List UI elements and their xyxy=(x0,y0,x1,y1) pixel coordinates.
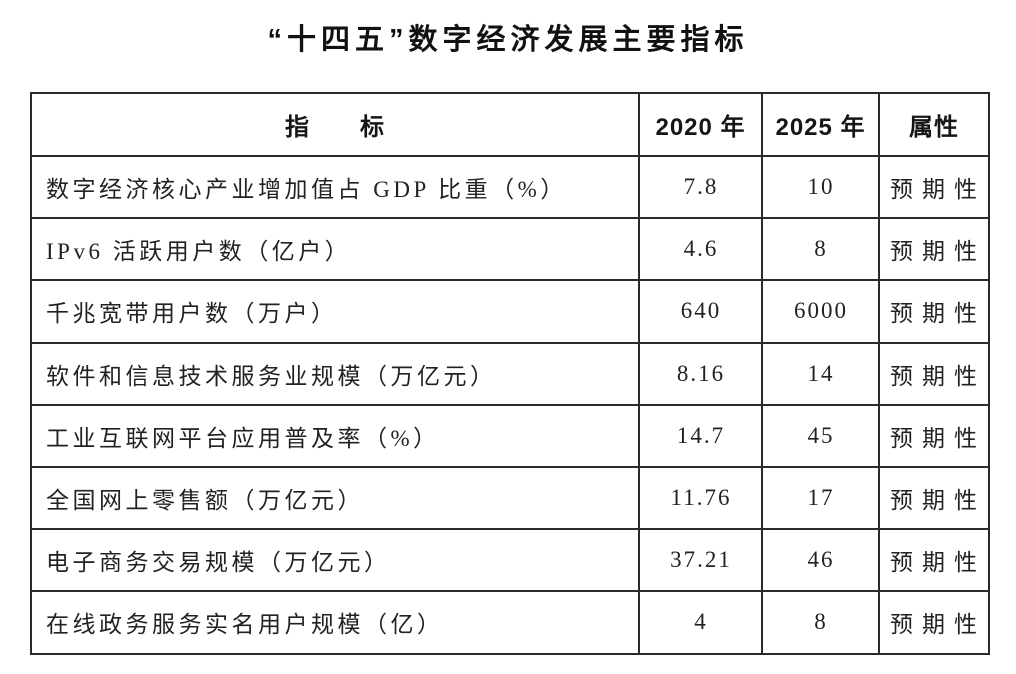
cell-2025: 45 xyxy=(761,403,880,468)
cell-attribute: 预期性 xyxy=(878,341,990,406)
cell-2020: 8.16 xyxy=(638,341,763,406)
cell-2020: 37.21 xyxy=(638,528,763,593)
cell-attribute: 预期性 xyxy=(878,590,990,655)
header-row: 指 标 2020 年 2025 年 属性 xyxy=(30,92,990,157)
cell-attribute: 预期性 xyxy=(878,279,990,344)
table-row: 千兆宽带用户数（万户） 640 6000 预期性 xyxy=(30,279,990,344)
table-row: IPv6 活跃用户数（亿户） 4.6 8 预期性 xyxy=(30,217,990,282)
cell-2025: 17 xyxy=(761,465,880,531)
col-header-2020: 2020 年 xyxy=(638,92,763,157)
table-row: 数字经济核心产业增加值占 GDP 比重（%） 7.8 10 预期性 xyxy=(30,154,990,220)
table-header: 指 标 2020 年 2025 年 属性 xyxy=(30,92,990,157)
col-header-indicator: 指 标 xyxy=(30,92,640,157)
cell-2025: 6000 xyxy=(761,279,880,344)
cell-attribute: 预期性 xyxy=(878,403,990,468)
cell-2025: 46 xyxy=(761,528,880,593)
cell-attribute: 预期性 xyxy=(878,217,990,282)
indicators-table: 指 标 2020 年 2025 年 属性 数字经济核心产业增加值占 GDP 比重… xyxy=(30,92,990,655)
cell-2020: 640 xyxy=(638,279,763,344)
cell-2020: 14.7 xyxy=(638,403,763,468)
table-row: 工业互联网平台应用普及率（%） 14.7 45 预期性 xyxy=(30,403,990,468)
cell-attribute: 预期性 xyxy=(878,528,990,593)
table-body: 数字经济核心产业增加值占 GDP 比重（%） 7.8 10 预期性 IPv6 活跃用户数… xyxy=(30,154,990,655)
cell-indicator: 千兆宽带用户数（万户） xyxy=(30,279,640,344)
cell-2025: 8 xyxy=(761,590,880,655)
table-row: 软件和信息技术服务业规模（万亿元） 8.16 14 预期性 xyxy=(30,341,990,406)
cell-indicator: 电子商务交易规模（万亿元） xyxy=(30,528,640,593)
cell-2025: 10 xyxy=(761,154,880,220)
table-row: 全国网上零售额（万亿元） 11.76 17 预期性 xyxy=(30,465,990,531)
cell-indicator: 工业互联网平台应用普及率（%） xyxy=(30,403,640,468)
cell-2020: 4.6 xyxy=(638,217,763,282)
cell-2020: 4 xyxy=(638,590,763,655)
cell-2020: 11.76 xyxy=(638,465,763,531)
cell-2025: 8 xyxy=(761,217,880,282)
table-row: 电子商务交易规模（万亿元） 37.21 46 预期性 xyxy=(30,528,990,593)
page-title: “十四五”数字经济发展主要指标 xyxy=(267,24,749,56)
cell-indicator: 软件和信息技术服务业规模（万亿元） xyxy=(30,341,640,406)
cell-indicator: 在线政务服务实名用户规模（亿） xyxy=(30,590,640,655)
cell-2020: 7.8 xyxy=(638,154,763,220)
col-header-attribute: 属性 xyxy=(878,92,990,157)
cell-indicator: IPv6 活跃用户数（亿户） xyxy=(30,217,640,282)
cell-indicator: 数字经济核心产业增加值占 GDP 比重（%） xyxy=(30,154,640,220)
cell-attribute: 预期性 xyxy=(878,465,990,531)
col-header-2025: 2025 年 xyxy=(761,92,880,157)
cell-2025: 14 xyxy=(761,341,880,406)
table-row: 在线政务服务实名用户规模（亿） 4 8 预期性 xyxy=(30,590,990,655)
cell-indicator: 全国网上零售额（万亿元） xyxy=(30,465,640,531)
cell-attribute: 预期性 xyxy=(878,154,990,220)
